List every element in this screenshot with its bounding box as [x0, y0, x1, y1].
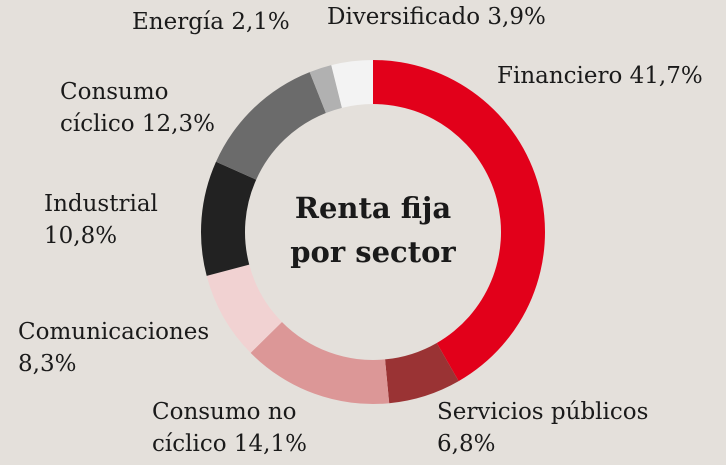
donut-segment — [309, 65, 342, 113]
segment-label: Diversificado 3,9% — [327, 1, 546, 33]
category-name: Industrial — [44, 191, 158, 217]
chart-title: Renta fija por sector — [290, 191, 456, 269]
value-label: 3,9% — [487, 4, 546, 30]
category-name: Consumo no cíclico — [152, 399, 297, 457]
donut-segment — [385, 342, 459, 404]
donut-segment — [373, 60, 546, 382]
value-label: 2,1% — [231, 9, 290, 35]
category-name: Comunicaciones — [18, 319, 210, 345]
value-label: 12,3% — [141, 111, 215, 137]
category-name: Diversificado — [327, 4, 481, 30]
segment-label: Energía 2,1% — [132, 6, 290, 38]
segment-label: Consumo no cíclico 14,1% — [152, 396, 332, 460]
category-name: Energía — [132, 9, 224, 35]
donut-segment — [206, 264, 282, 353]
segment-label: Industrial 10,8% — [44, 188, 184, 252]
value-label: 10,8% — [44, 223, 118, 249]
donut-segment — [331, 60, 373, 108]
value-label: 41,7% — [629, 63, 703, 89]
segment-label: Consumo cíclico 12,3% — [60, 76, 240, 140]
donut-segment — [250, 321, 390, 405]
category-name: Consumo cíclico — [60, 79, 169, 137]
value-label: 8,3% — [18, 351, 77, 377]
segment-label: Comunicaciones 8,3% — [18, 316, 248, 380]
value-label: 6,8% — [437, 431, 496, 457]
category-name: Servicios públicos — [437, 399, 649, 425]
segment-label: Financiero 41,7% — [497, 60, 703, 92]
donut-segment — [201, 161, 257, 276]
donut-segment — [216, 72, 326, 180]
value-label: 14,1% — [233, 431, 307, 457]
category-name: Financiero — [497, 63, 623, 89]
segment-label: Servicios públicos 6,8% — [437, 396, 687, 460]
